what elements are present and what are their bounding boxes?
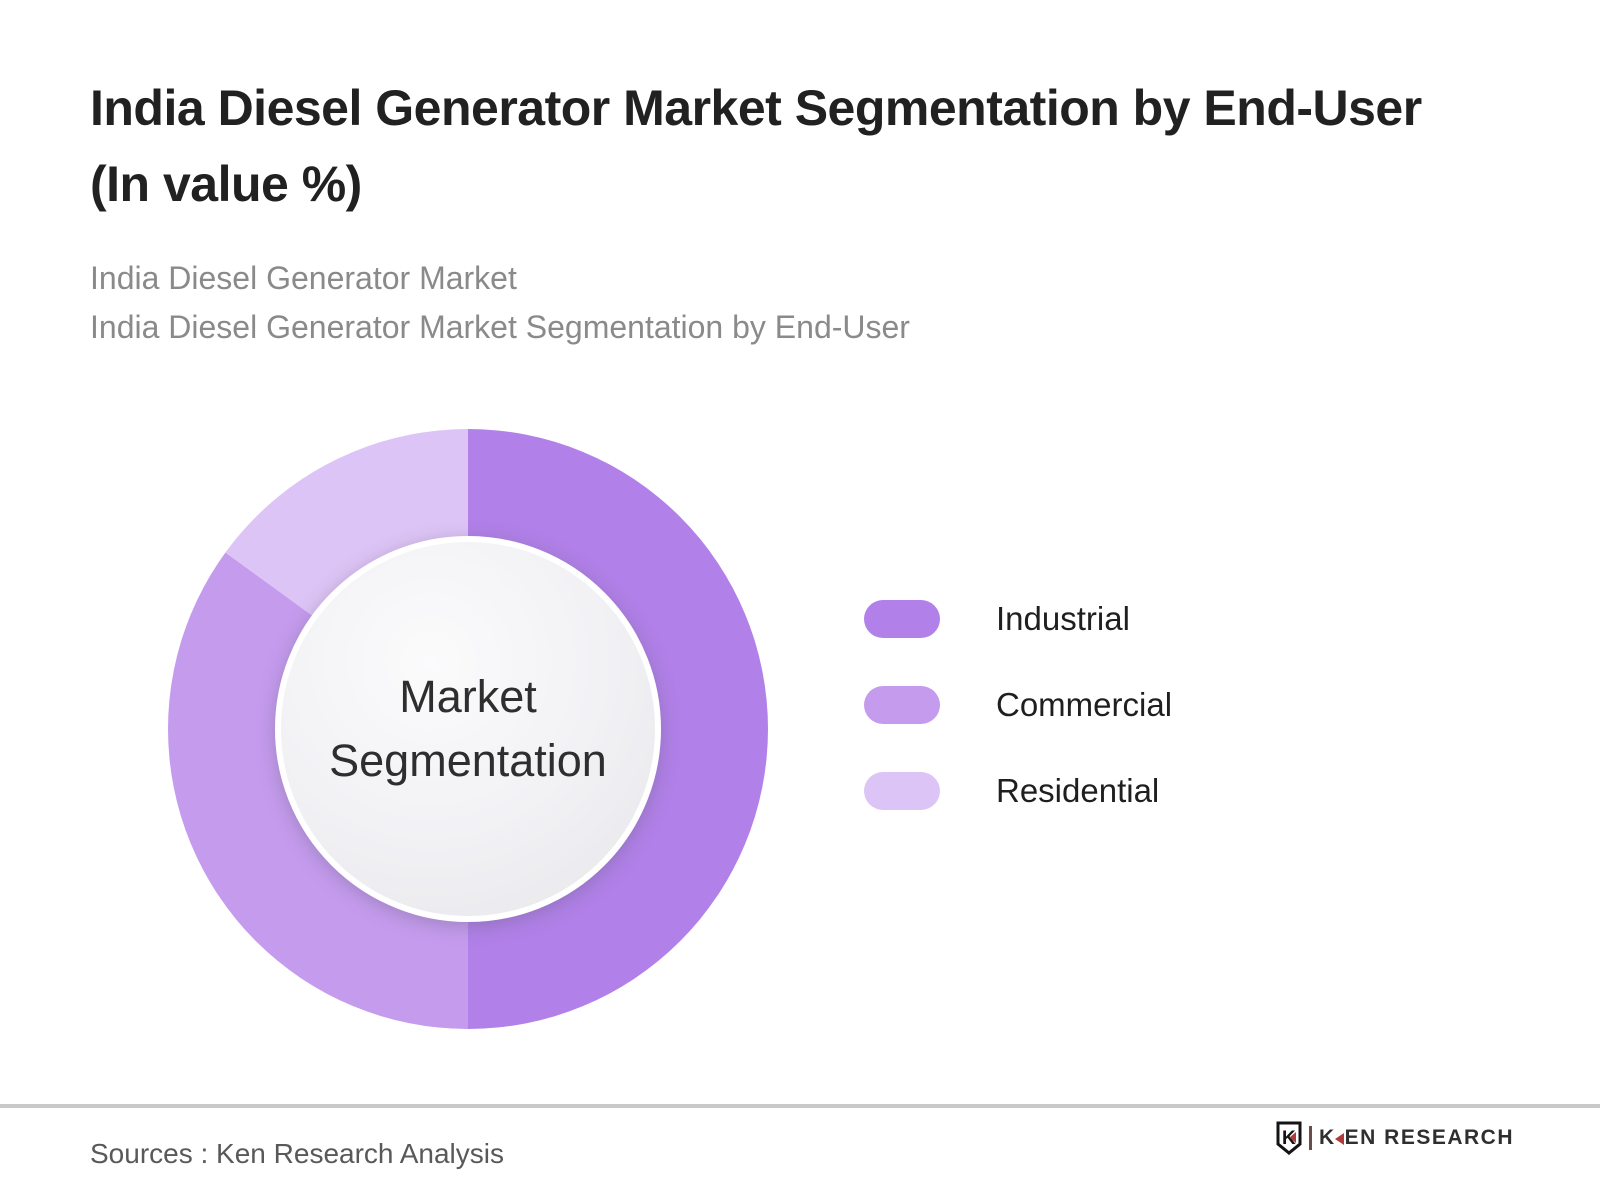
legend-swatch-residential xyxy=(864,772,940,810)
legend-item-residential: Residential xyxy=(864,772,1172,810)
emblem-red-triangle xyxy=(1289,1132,1296,1143)
ken-research-logo: K K EN RESEARCH xyxy=(1275,1120,1514,1156)
page-title-line1: India Diesel Generator Market Segmentati… xyxy=(90,80,1422,136)
donut-center-label-line1: Market xyxy=(399,671,537,722)
donut-center-circle: Market Segmentation xyxy=(275,536,661,922)
subtitle-line1: India Diesel Generator Market xyxy=(90,260,517,296)
legend-item-industrial: Industrial xyxy=(864,600,1172,638)
legend-label-industrial: Industrial xyxy=(996,600,1130,637)
legend-swatch-commercial xyxy=(864,686,940,724)
donut-center-label-line2: Segmentation xyxy=(329,735,607,786)
logo-wordmark-k: K xyxy=(1318,1126,1336,1149)
logo-wordmark: K EN RESEARCH xyxy=(1319,1126,1514,1150)
subtitle-line2: India Diesel Generator Market Segmentati… xyxy=(90,309,910,345)
legend-swatch-industrial xyxy=(864,600,940,638)
footer-divider xyxy=(0,1104,1600,1108)
source-text: Sources : Ken Research Analysis xyxy=(90,1138,504,1169)
emblem-letter: K xyxy=(1282,1128,1296,1149)
page-title-line2: (In value %) xyxy=(90,156,362,212)
logo-wordmark-rest: EN RESEARCH xyxy=(1344,1126,1514,1149)
ken-research-emblem-icon: K xyxy=(1276,1121,1302,1155)
logo-separator xyxy=(1308,1126,1312,1150)
logo-red-triangle-icon xyxy=(1334,1132,1344,1145)
chart-legend: Industrial Commercial Residential xyxy=(864,600,1172,810)
subtitle: India Diesel Generator Market India Dies… xyxy=(90,254,910,352)
legend-label-commercial: Commercial xyxy=(996,686,1173,723)
page-title: India Diesel Generator Market Segmentati… xyxy=(90,70,1422,222)
donut-chart: Market Segmentation xyxy=(168,429,768,1029)
legend-label-residential: Residential xyxy=(996,772,1160,809)
legend-item-commercial: Commercial xyxy=(864,686,1172,724)
